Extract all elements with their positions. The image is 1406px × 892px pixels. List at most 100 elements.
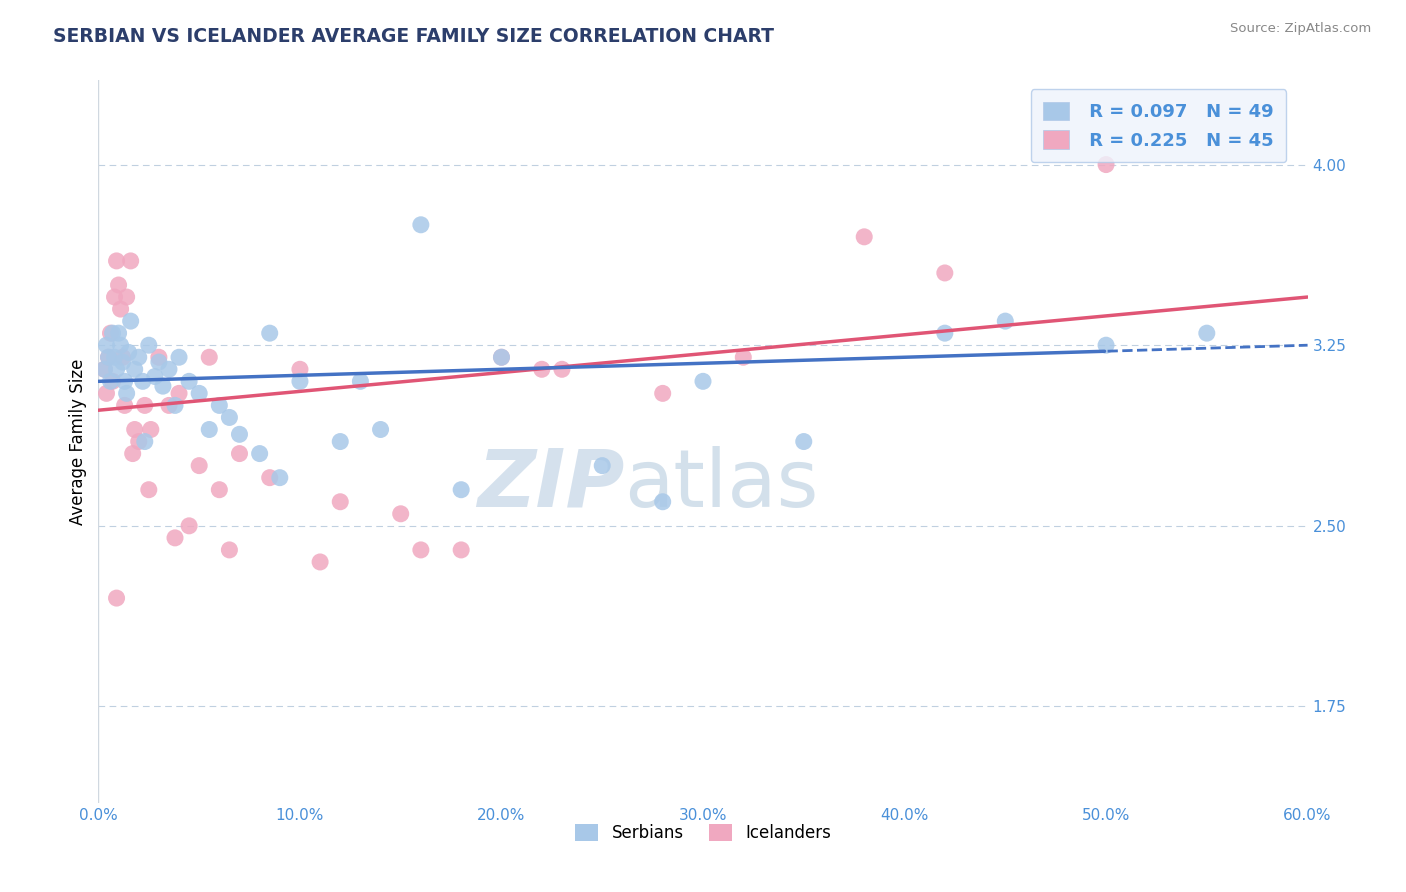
Point [114,374,136,388]
Point [733,350,755,364]
Point [96,386,118,401]
Point [370,422,392,436]
Point [198,350,221,364]
Point [450,542,472,557]
Point [228,446,250,460]
Point [188,458,211,473]
Point [167,386,190,401]
Point [138,338,160,352]
Point [259,470,281,484]
Y-axis label: Average Family Size: Average Family Size [69,359,87,524]
Point [120,253,142,268]
Point [288,362,311,376]
Point [101,326,124,340]
Point [105,362,128,376]
Point [105,253,128,268]
Point [128,434,150,449]
Point [228,427,250,442]
Point [1095,338,1118,352]
Point [934,326,956,340]
Point [114,398,136,412]
Point [138,483,160,497]
Point [93,362,115,376]
Point [329,434,352,449]
Text: ZIP: ZIP [477,446,624,524]
Point [157,362,180,376]
Point [259,326,281,340]
Point [115,290,138,304]
Point [409,542,432,557]
Point [1095,157,1118,171]
Point [1195,326,1218,340]
Point [329,494,352,508]
Point [218,410,240,425]
Text: Source: ZipAtlas.com: Source: ZipAtlas.com [1230,22,1371,36]
Point [163,398,186,412]
Point [198,422,221,436]
Point [157,398,180,412]
Point [96,338,118,352]
Point [208,398,231,412]
Point [97,350,120,364]
Point [118,345,141,359]
Point [591,458,613,473]
Point [218,542,240,557]
Point [97,350,120,364]
Point [349,374,371,388]
Point [188,386,211,401]
Point [103,290,125,304]
Point [163,531,186,545]
Point [110,338,132,352]
Point [853,229,876,244]
Point [143,369,166,384]
Point [551,362,574,376]
Point [93,362,115,376]
Point [107,326,129,340]
Point [105,591,128,605]
Point [115,386,138,401]
Point [651,386,673,401]
Point [148,355,170,369]
Point [793,434,815,449]
Point [450,483,472,497]
Point [152,379,174,393]
Point [934,266,956,280]
Point [167,350,190,364]
Point [179,374,201,388]
Point [128,350,150,364]
Point [208,483,231,497]
Point [249,446,271,460]
Point [100,326,122,340]
Point [103,350,125,364]
Point [409,218,432,232]
Point [124,362,146,376]
Point [111,350,134,364]
Point [651,494,673,508]
Point [269,470,291,484]
Point [491,350,513,364]
Point [139,422,162,436]
Point [530,362,553,376]
Point [100,374,122,388]
Text: SERBIAN VS ICELANDER AVERAGE FAMILY SIZE CORRELATION CHART: SERBIAN VS ICELANDER AVERAGE FAMILY SIZE… [53,27,775,45]
Point [288,374,311,388]
Point [491,350,513,364]
Point [101,374,124,388]
Point [148,350,170,364]
Point [107,277,129,292]
Legend: Serbians, Icelanders: Serbians, Icelanders [568,817,838,848]
Point [110,301,132,316]
Point [389,507,412,521]
Point [309,555,332,569]
Point [124,422,146,436]
Point [120,314,142,328]
Point [994,314,1017,328]
Point [692,374,714,388]
Point [132,374,155,388]
Point [111,355,134,369]
Point [134,398,156,412]
Text: atlas: atlas [624,446,818,524]
Point [121,446,143,460]
Point [179,518,201,533]
Point [134,434,156,449]
